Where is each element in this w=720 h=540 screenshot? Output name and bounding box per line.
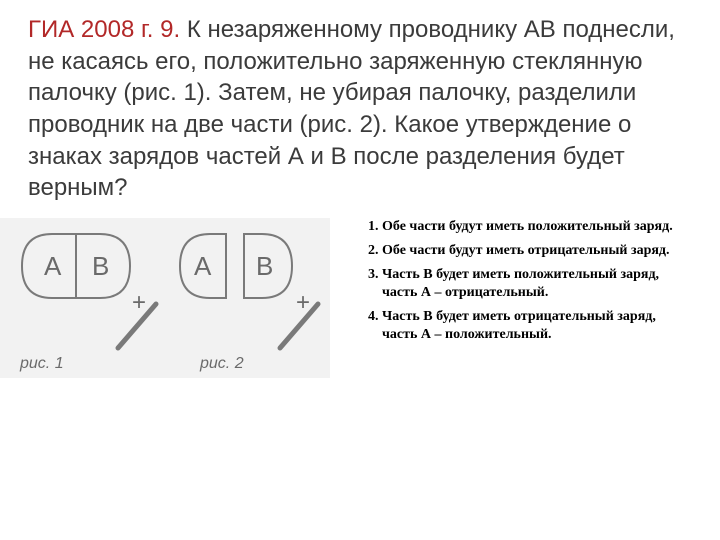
fig2-label-b: В: [256, 251, 273, 281]
answers-list: Обе части будут иметь положительный заря…: [358, 218, 692, 343]
fig1-plus-sign: +: [132, 289, 146, 316]
answer-option: Часть В будет иметь положительный заряд,…: [382, 266, 692, 302]
question-text: К незаряженному проводнику АВ поднесли, …: [28, 16, 675, 201]
fig1-label-b: В: [92, 251, 109, 281]
question-block: ГИА 2008 г. 9. К незаряженному проводник…: [28, 14, 692, 204]
fig2-label-a: А: [194, 251, 212, 281]
fig2-caption: рис. 2: [199, 355, 244, 372]
fig1-caption: рис. 1: [19, 355, 64, 372]
figure-panel: А В + рис. 1 А В + рис. 2: [0, 218, 330, 378]
lower-row: А В + рис. 1 А В + рис. 2: [28, 218, 692, 378]
exam-header: ГИА 2008 г. 9.: [28, 16, 180, 43]
answer-option: Часть В будет иметь отрицательный заряд,…: [382, 308, 692, 344]
slide: ГИА 2008 г. 9. К незаряженному проводник…: [0, 0, 720, 540]
answer-option: Обе части будут иметь положительный заря…: [382, 218, 692, 236]
answers-block: Обе части будут иметь положительный заря…: [330, 218, 692, 349]
figure-svg: А В + рис. 1 А В + рис. 2: [0, 218, 330, 378]
fig1-label-a: А: [44, 251, 62, 281]
answer-option: Обе части будут иметь отрицательный заря…: [382, 242, 692, 260]
